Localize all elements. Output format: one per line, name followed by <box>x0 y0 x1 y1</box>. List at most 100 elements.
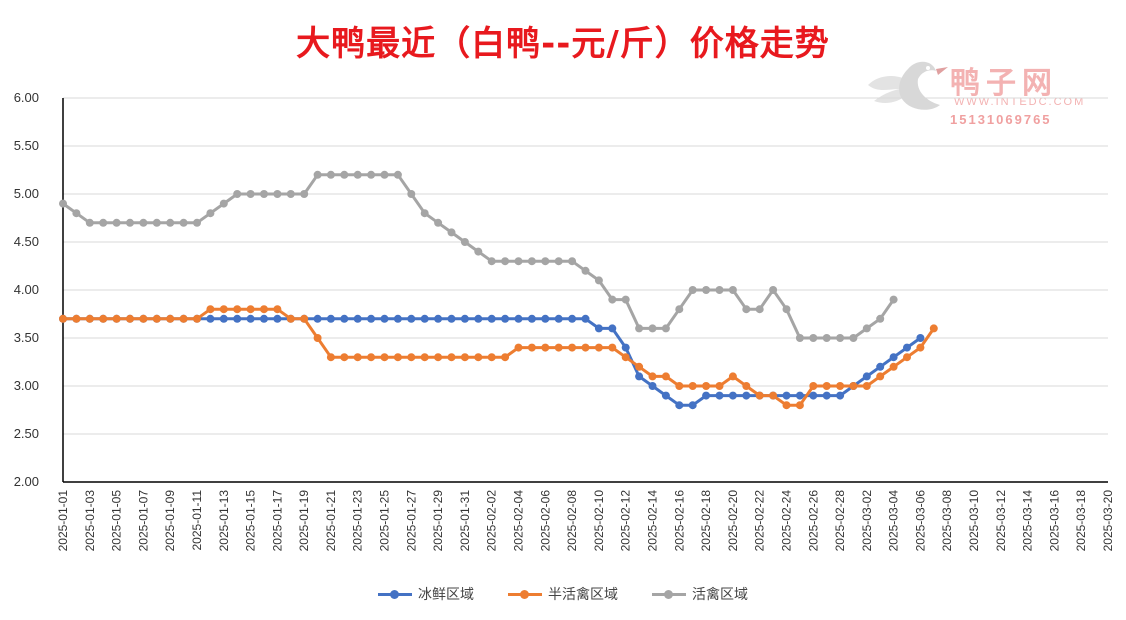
data-point <box>166 314 175 323</box>
data-point <box>474 314 483 323</box>
data-point <box>836 382 845 390</box>
x-tick-label: 2025-01-05 <box>110 490 124 552</box>
data-point <box>809 382 818 390</box>
data-point <box>233 190 242 198</box>
data-point <box>139 218 148 227</box>
x-tick-label: 2025-03-14 <box>1021 490 1035 552</box>
data-point <box>233 314 242 323</box>
x-tick-label: 2025-03-12 <box>994 490 1008 552</box>
data-point <box>206 314 215 323</box>
data-point <box>769 286 778 294</box>
y-tick-label: 6.00 <box>14 90 39 105</box>
data-point <box>648 324 657 333</box>
legend-swatch-icon <box>378 587 412 601</box>
data-point <box>393 353 402 362</box>
data-point <box>581 343 590 352</box>
watermark-site: WWW.INTEDC.COM <box>954 96 1086 108</box>
x-tick-label: 2025-01-15 <box>244 490 258 552</box>
x-tick-label: 2025-02-12 <box>619 490 633 552</box>
data-point <box>393 170 402 179</box>
data-point <box>474 247 483 256</box>
data-point <box>313 170 322 179</box>
x-tick-label: 2025-02-14 <box>645 490 659 552</box>
data-point <box>836 391 845 400</box>
x-tick-label: 2025-03-06 <box>913 490 927 552</box>
data-point <box>487 257 496 266</box>
data-point <box>273 305 282 314</box>
data-point <box>541 314 550 323</box>
data-point <box>380 170 389 179</box>
data-point <box>85 314 94 323</box>
data-point <box>554 314 563 323</box>
x-tick-label: 2025-02-08 <box>565 490 579 552</box>
data-point <box>795 391 804 400</box>
data-point <box>702 391 711 400</box>
data-point <box>340 170 349 179</box>
data-point <box>822 334 831 342</box>
data-point <box>487 353 496 362</box>
data-point <box>300 314 309 323</box>
data-point <box>367 170 376 179</box>
y-tick-labels: 2.00 2.50 3.00 3.50 4.00 4.50 5.00 5.50 6.00 <box>14 90 39 489</box>
data-point <box>326 170 335 179</box>
data-point <box>420 314 429 323</box>
data-point <box>434 353 443 362</box>
data-point <box>541 257 550 266</box>
x-tick-label: 2025-01-17 <box>270 490 284 552</box>
data-point <box>782 401 791 410</box>
data-point <box>460 314 469 323</box>
data-point <box>728 391 737 400</box>
data-point <box>380 353 389 362</box>
data-point <box>193 218 201 227</box>
x-tick-label: 2025-02-26 <box>806 490 820 552</box>
data-point <box>300 190 309 198</box>
chart-title: 大鸭最近（白鸭--元/斤）价格走势 <box>296 24 830 64</box>
data-point <box>447 228 456 237</box>
data-point <box>527 314 536 323</box>
data-point <box>568 343 577 352</box>
axes <box>62 98 1108 483</box>
data-point <box>795 401 804 410</box>
data-point <box>393 314 402 323</box>
data-point <box>460 238 469 246</box>
data-point <box>836 334 845 342</box>
data-point <box>581 314 590 323</box>
data-point <box>702 286 711 294</box>
data-point <box>340 314 349 323</box>
data-point <box>903 343 911 352</box>
x-tick-label: 2025-03-04 <box>887 490 901 552</box>
data-point <box>621 295 630 304</box>
data-point <box>367 353 376 362</box>
data-point <box>527 343 536 352</box>
data-point <box>206 305 215 314</box>
data-point <box>353 314 362 323</box>
legend-label: 活禽区域 <box>692 587 748 603</box>
watermark-phone: 15131069765 <box>950 112 1052 127</box>
data-point <box>474 353 483 362</box>
data-point <box>72 209 81 218</box>
data-point <box>407 353 416 362</box>
data-point <box>594 324 603 333</box>
data-point <box>769 391 778 400</box>
x-tick-label: 2025-01-19 <box>297 490 311 552</box>
x-tick-label: 2025-01-25 <box>378 490 392 552</box>
data-point <box>407 190 416 198</box>
x-tick-label: 2025-01-13 <box>217 490 231 552</box>
y-tick-label: 3.50 <box>14 330 39 345</box>
x-tick-label: 2025-02-06 <box>538 490 552 552</box>
x-tick-label: 2025-01-07 <box>136 490 150 552</box>
data-point <box>112 218 121 227</box>
data-point <box>568 257 577 266</box>
x-tick-label: 2025-01-23 <box>351 490 365 552</box>
legend: 冰鲜区域 半活禽区域 活禽区域 <box>0 584 1126 604</box>
y-tick-label: 3.00 <box>14 378 39 393</box>
gridlines <box>63 97 1108 435</box>
data-point <box>514 343 523 352</box>
data-point <box>487 314 496 323</box>
data-point <box>621 343 630 352</box>
data-point <box>635 324 644 333</box>
data-point <box>420 353 429 362</box>
legend-swatch-icon <box>652 587 686 601</box>
data-point <box>621 353 630 362</box>
series-line <box>63 317 922 407</box>
